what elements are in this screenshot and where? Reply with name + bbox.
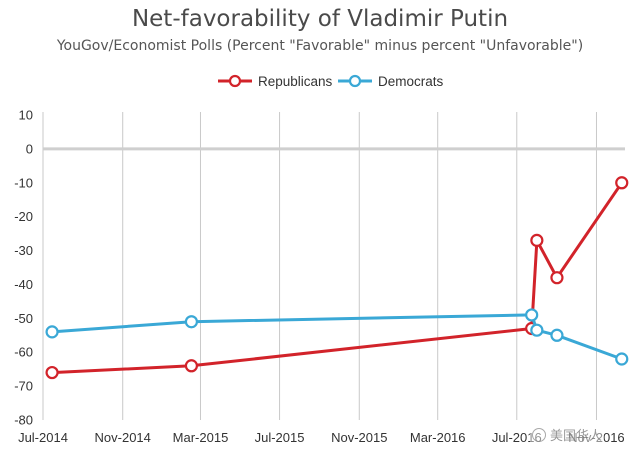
y-tick-label: -30 xyxy=(14,243,33,258)
data-point-republicans xyxy=(184,359,199,373)
data-point-republicans xyxy=(550,271,564,285)
data-point-republicans xyxy=(615,176,629,190)
legend-marker-democrats xyxy=(348,74,362,88)
data-point-democrats xyxy=(615,352,629,366)
x-tick-label: Jul-2016 xyxy=(492,430,542,445)
y-tick-label: -10 xyxy=(14,175,33,190)
x-tick-label: Nov-2014 xyxy=(95,430,151,445)
legend-marker-republicans xyxy=(228,74,242,88)
series-line-republicans xyxy=(52,181,624,375)
x-tick-label: Nov-2015 xyxy=(331,430,387,445)
chart-title: Net-favorability of Vladimir Putin xyxy=(131,6,509,32)
series-line-democrats xyxy=(51,313,623,361)
axes: Jul-2014 Nov-2014 Mar-2015 Jul-2015 Nov-2015… xyxy=(14,108,625,445)
legend-label-republicans: Republicans xyxy=(258,74,333,89)
data-point-democrats xyxy=(45,325,59,339)
y-tick-label: -80 xyxy=(14,413,33,428)
series-layer xyxy=(45,176,629,380)
data-point-democrats xyxy=(550,328,564,342)
y-tick-label: -20 xyxy=(14,209,33,224)
data-point-democrats xyxy=(525,308,539,322)
data-point-republicans xyxy=(530,233,544,247)
watermark: 美国华人 xyxy=(530,425,605,444)
legend-label-democrats: Democrats xyxy=(378,74,444,89)
data-point-democrats xyxy=(184,315,199,329)
data-point-republicans xyxy=(45,365,59,380)
chat-bubble-icon xyxy=(532,428,546,442)
watermark-text: 美国华人 xyxy=(550,428,603,443)
y-tick-label: -40 xyxy=(14,277,33,292)
x-tick-label: Mar-2016 xyxy=(410,430,466,445)
x-tick-label: Nov-2016 xyxy=(568,430,624,445)
y-tick-label: 0 xyxy=(26,141,33,156)
x-tick-label: Mar-2015 xyxy=(173,430,229,445)
chart-subtitle: YouGov/Economist Polls (Percent "Favorab… xyxy=(56,38,584,54)
x-tick-label: Jul-2014 xyxy=(18,430,68,445)
gridlines xyxy=(42,112,597,420)
y-tick-label: -50 xyxy=(14,311,33,326)
y-tick-label: -60 xyxy=(14,345,33,360)
legend: Republicans Democrats xyxy=(218,74,444,89)
x-tick-label: Jul-2015 xyxy=(255,430,305,445)
y-tick-label: 10 xyxy=(19,108,33,123)
y-tick-label: -70 xyxy=(14,379,33,394)
data-point-democrats xyxy=(530,323,544,337)
